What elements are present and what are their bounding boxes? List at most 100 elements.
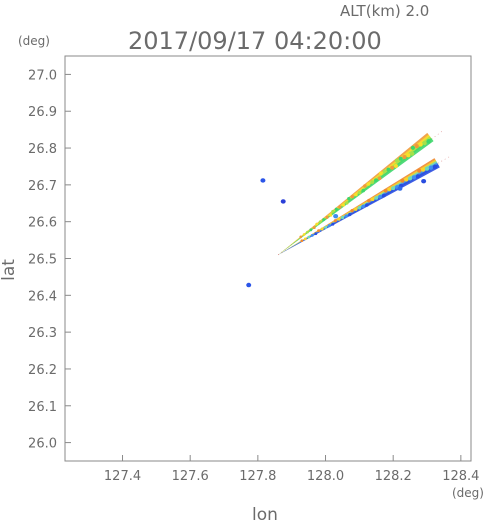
sweep-speckle — [337, 217, 341, 221]
y-tick-label: 26.7 — [28, 179, 57, 194]
y-tick-label: 26.2 — [28, 363, 57, 378]
sweep-speckle — [367, 198, 371, 203]
sweep-speckle — [309, 228, 313, 232]
sweep-speckle — [317, 229, 321, 233]
sweep-speckle — [365, 203, 369, 207]
sweep-speckle — [303, 237, 307, 241]
sweep-speckle — [348, 212, 352, 217]
altitude-label: ALT(km) 2.0 — [340, 2, 429, 20]
sweep-speckle — [327, 224, 331, 228]
sweep-speckle — [320, 227, 324, 231]
sweep-speckle — [390, 165, 395, 170]
sweep-speckle — [406, 153, 411, 158]
sweep-speckle — [426, 139, 431, 144]
sweep-speckle — [325, 215, 329, 219]
x-tick-label: 127.8 — [239, 469, 276, 484]
sweep-speckle — [354, 192, 358, 197]
sweep-speckle — [411, 175, 417, 180]
sweep-speckle — [424, 166, 430, 171]
sweep-speckle — [366, 182, 371, 186]
y-tick-label: 26.9 — [28, 105, 57, 120]
sweep-speckle — [347, 197, 351, 201]
sweep-speckle — [314, 232, 318, 236]
y-axis: 26.0 26.1 26.2 26.3 26.4 26.5 26.6 26.7 26.8 26.9… — [28, 68, 71, 452]
echo-blob — [260, 178, 266, 183]
sweep-speckle — [382, 193, 386, 198]
sweep-speckle — [333, 219, 337, 223]
sweep-speckle — [374, 178, 378, 183]
sweep-speckle — [350, 194, 355, 199]
sweep-speckle — [383, 188, 388, 193]
sweep-speckle — [394, 158, 399, 163]
y-tick-label: 26.8 — [28, 142, 57, 157]
sweep-speckle — [370, 180, 374, 184]
sweep-speckle — [393, 164, 398, 168]
x-tick-label: 128.4 — [442, 469, 479, 484]
sweep-speckle — [363, 184, 367, 188]
echo-blob — [421, 178, 427, 184]
sweep-speckle — [310, 233, 314, 237]
sweep-speckle — [361, 204, 365, 209]
sweep-speckle — [402, 154, 407, 160]
sweep-speckle — [417, 168, 422, 173]
sweep-speckle — [300, 239, 304, 243]
x-unit-label: (deg) — [452, 486, 484, 500]
y-tick-label: 26.1 — [28, 400, 57, 415]
sweep-speckle — [357, 206, 362, 210]
sweep-speckle — [340, 215, 345, 220]
sweep-speckle — [428, 165, 434, 170]
x-tick-label: 127.4 — [104, 469, 141, 484]
sweep-speckle — [422, 140, 427, 146]
sweep-speckle — [302, 233, 306, 236]
x-tick-label: 128.0 — [307, 469, 344, 484]
sweep-speckle — [408, 176, 413, 181]
x-tick-label: 128.2 — [375, 469, 412, 484]
sweep-speckle — [414, 144, 419, 149]
y-axis-label: lat — [0, 259, 19, 281]
sweep-speckle — [344, 214, 348, 218]
sweep-speckle — [322, 218, 326, 222]
y-tick-label: 27.0 — [28, 68, 57, 83]
sweep-speckle — [299, 235, 303, 239]
sweep-speckle — [345, 201, 349, 205]
sweep-speckle — [378, 194, 382, 199]
sweep-speckle — [329, 213, 333, 217]
sweep-speckle — [357, 190, 362, 195]
sweep-speckle — [398, 156, 403, 161]
y-tick-label: 26.6 — [28, 216, 57, 231]
sweep-speckle — [318, 220, 322, 224]
x-axis-label: lon — [252, 505, 278, 521]
sweep-speckle — [331, 222, 335, 226]
sweep-speckle — [410, 151, 415, 156]
sweep-speckle — [370, 197, 375, 202]
sweep-speckle — [404, 177, 409, 182]
sweep-speckle — [334, 207, 338, 211]
x-axis: 127.4 127.6 127.8 128.0 128.2 128.4 — [104, 455, 479, 484]
sweep-speckle — [415, 174, 421, 179]
echo-blob — [333, 213, 339, 219]
echo-blob — [246, 282, 252, 288]
sweep-speckle — [382, 169, 387, 174]
sweep-speckle — [306, 230, 309, 234]
sweep-speckle — [361, 188, 366, 193]
sweep-speckle — [315, 222, 319, 226]
sweep-speckle — [350, 209, 354, 213]
y-tick-label: 26.5 — [28, 253, 57, 268]
sweep-speckle — [374, 196, 379, 200]
sweep-speckle — [312, 226, 316, 230]
sweep-speckle — [432, 164, 438, 169]
x-tick-label: 127.6 — [172, 469, 209, 484]
sweep-speckle — [391, 186, 396, 191]
sweep-speckle — [331, 209, 335, 213]
sweep-speckle — [420, 167, 426, 172]
chart-title: 2017/09/17 04:20:00 — [128, 27, 382, 55]
sweep-speckle — [324, 225, 328, 229]
echo-blob — [280, 199, 286, 204]
echo-blob — [397, 186, 403, 191]
echo-points — [246, 178, 427, 288]
sweep-speckle — [307, 235, 311, 239]
sweep-speckle — [400, 178, 405, 183]
sweep-speckle — [386, 167, 391, 172]
y-unit-label: (deg) — [18, 34, 50, 48]
